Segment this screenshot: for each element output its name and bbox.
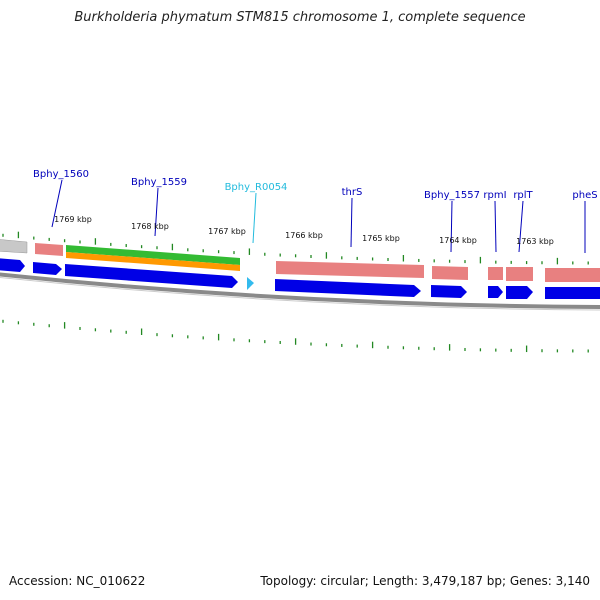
leader-bphy-1559	[154, 187, 159, 237]
gene-bar-bphy-1560[interactable]	[35, 243, 63, 256]
kbp-label: 1766 kbp	[285, 231, 323, 240]
gene-label-rpmi[interactable]: rpmI	[483, 190, 506, 201]
cds-arrow-bphy-1559[interactable]	[65, 264, 238, 288]
cds-arrow-rplt[interactable]	[506, 286, 533, 299]
map-title: Burkholderia phymatum STM815 chromosome …	[74, 10, 526, 25]
kbp-label: 1764 kbp	[439, 236, 477, 245]
gene-label-rplt[interactable]: rplT	[513, 190, 533, 201]
cds-arrow-thrs[interactable]	[275, 279, 421, 297]
kbp-label: 1767 kbp	[208, 227, 246, 236]
kbp-label: 1769 kbp	[54, 215, 92, 224]
rrna-orange-bar[interactable]	[66, 252, 240, 271]
gene-bar-rpmi[interactable]	[488, 267, 503, 280]
gene-bar-thrs[interactable]	[276, 261, 424, 278]
leader-rplt	[518, 200, 524, 253]
leader-thrs	[350, 197, 353, 248]
outer-tick-row	[2, 231, 589, 265]
gene-label-bphy-r0054[interactable]: Bphy_R0054	[225, 182, 288, 193]
trna-arrow-bphy-r0054[interactable]	[247, 277, 254, 290]
kbp-label: 1768 kbp	[131, 222, 169, 231]
accession-label: Accession: NC_010622	[9, 574, 146, 588]
rrna-green-bar[interactable]	[66, 245, 240, 265]
gene-labels: Bphy_1560 Bphy_1559 Bphy_R0054 thrS Bphy…	[33, 169, 598, 253]
gene-label-phes[interactable]: pheS	[572, 190, 597, 201]
gene-bar-bphy-1557[interactable]	[432, 266, 468, 280]
gene-label-thrs[interactable]: thrS	[342, 187, 363, 198]
kbp-scale-labels: 1769 kbp 1768 kbp 1767 kbp 1766 kbp 1765…	[54, 215, 554, 246]
gene-track	[0, 239, 600, 282]
cds-arrow-phes[interactable]	[545, 287, 600, 299]
cds-arrow-left-partial[interactable]	[0, 258, 25, 272]
kbp-label: 1763 kbp	[516, 237, 554, 246]
gene-label-bphy-1557[interactable]: Bphy_1557	[424, 190, 480, 201]
gene-label-bphy-1560[interactable]: Bphy_1560	[33, 169, 89, 180]
cds-arrow-bphy-1560[interactable]	[33, 262, 62, 275]
leader-rpmi	[494, 200, 497, 253]
kbp-label: 1765 kbp	[362, 234, 400, 243]
chromosome-backbone	[0, 272, 600, 309]
topology-summary: Topology: circular; Length: 3,479,187 bp…	[260, 574, 590, 588]
leader-bphy-r0054	[252, 192, 257, 244]
inner-tick-row	[2, 319, 589, 353]
cds-arrow-bphy-1557[interactable]	[431, 285, 467, 298]
gene-bar-left-partial[interactable]	[0, 239, 28, 254]
cds-arrow-rpmi[interactable]	[488, 286, 503, 298]
leader-bphy-1557	[450, 200, 453, 253]
cds-track	[0, 258, 600, 299]
gene-bar-phes[interactable]	[545, 268, 600, 282]
chromosome-backbone-shadow	[0, 277, 600, 311]
gene-bar-rplt[interactable]	[506, 267, 533, 281]
leader-bphy-1560	[51, 179, 63, 228]
gene-label-bphy-1559[interactable]: Bphy_1559	[131, 177, 187, 188]
